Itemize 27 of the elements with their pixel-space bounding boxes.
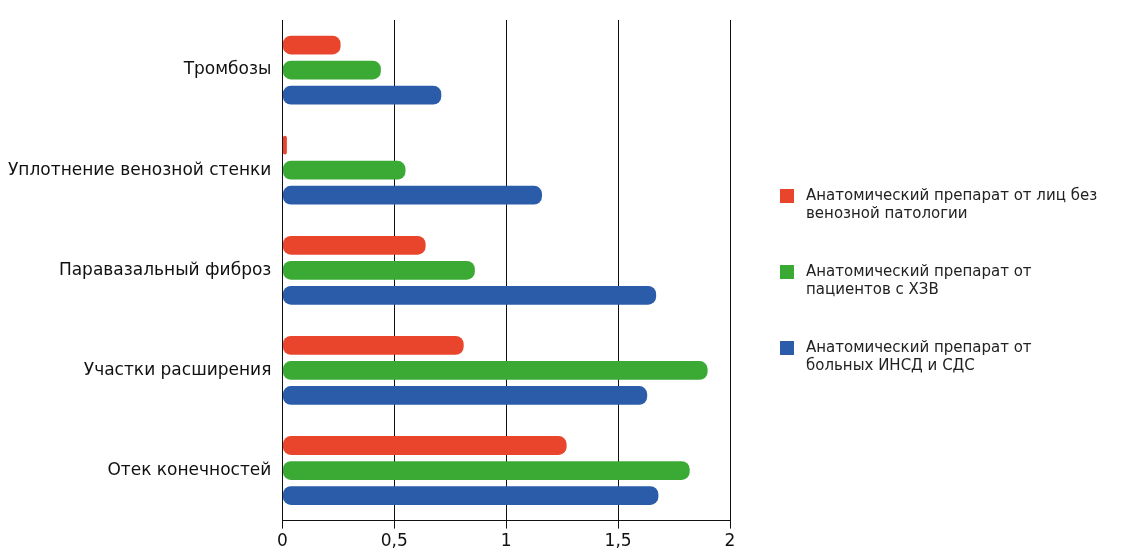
bar (282, 361, 708, 380)
x-tick-label: 2 (724, 530, 736, 551)
bar (282, 185, 542, 205)
y-tick-label: Тромбозы (182, 58, 272, 79)
bar (282, 260, 475, 280)
y-tick-label: Участки расширения (83, 358, 272, 379)
bar (282, 35, 341, 55)
bar (282, 336, 464, 355)
y-tick-label: Уплотнение венозной стенки (7, 158, 272, 179)
bar (282, 486, 659, 505)
legend-label: Анатомический препарат от лиц без венозной патологии (806, 186, 1099, 222)
bar (282, 386, 648, 405)
x-tick-label: 1 (500, 530, 512, 551)
bar (282, 235, 426, 255)
x-tick-label: 0 (276, 530, 288, 551)
bar (282, 436, 567, 455)
x-tick-label: 0,5 (380, 530, 408, 551)
bar (282, 60, 381, 80)
legend-label: Анатомический препарат от больных ИНСД и СДС (806, 338, 1033, 374)
bar (282, 285, 657, 305)
bar (282, 85, 442, 105)
legend-label: Анатомический препарат от пациентов с ХЗВ (806, 262, 1033, 298)
bar (282, 160, 406, 180)
y-tick-label: Паравазальный фиброз (58, 258, 272, 279)
x-tick-label: 1,5 (604, 530, 632, 551)
y-tick-label: Отек конечностей (107, 458, 272, 479)
bar (282, 461, 690, 480)
